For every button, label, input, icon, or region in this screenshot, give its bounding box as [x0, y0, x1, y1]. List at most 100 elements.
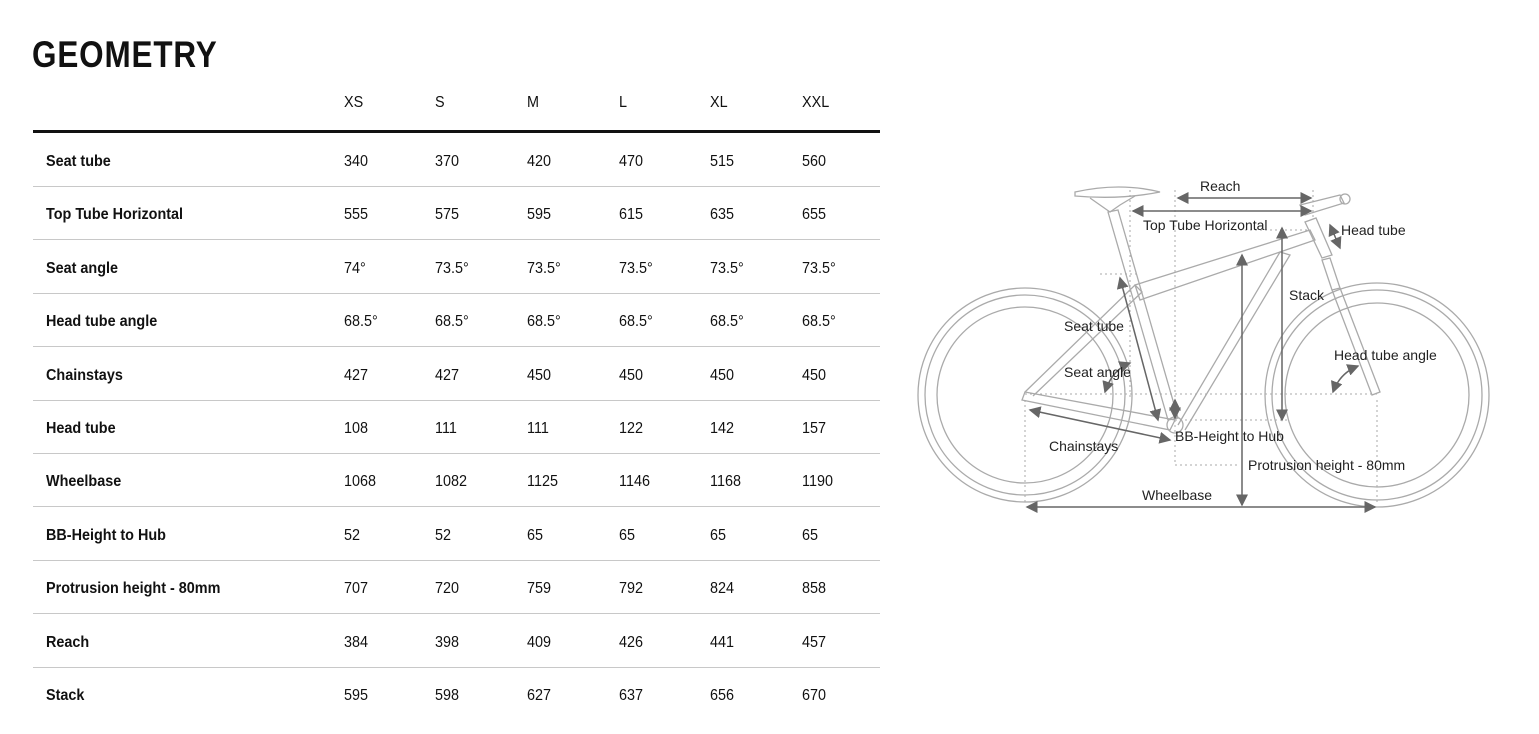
row-label: Top Tube Horizontal — [46, 206, 184, 224]
label-protrusion: Protrusion height - 80mm — [1248, 457, 1405, 473]
label-stack: Stack — [1289, 287, 1325, 303]
row-value: 1125 — [527, 473, 558, 491]
row-value: 824 — [710, 580, 735, 598]
row-label: Seat angle — [46, 259, 119, 277]
row-value: 370 — [435, 153, 460, 170]
row-value: 73.5° — [619, 259, 653, 277]
label-top-tube: Top Tube Horizontal — [1143, 217, 1268, 233]
row-value: 65 — [710, 526, 727, 544]
label-wheelbase: Wheelbase — [1142, 487, 1212, 503]
row-label: Head tube angle — [46, 313, 158, 331]
row-value: 450 — [710, 366, 735, 384]
row-value: 670 — [802, 687, 827, 704]
row-value: 1146 — [619, 473, 650, 491]
row-value: 560 — [802, 153, 827, 170]
row-value: 470 — [619, 153, 644, 170]
row-value: 457 — [802, 633, 827, 651]
row-value: 441 — [710, 633, 735, 651]
row-value: 68.5° — [710, 313, 744, 331]
row-value: 427 — [435, 366, 460, 384]
row-value: 398 — [435, 633, 460, 651]
row-value: 108 — [344, 420, 369, 437]
row-value: 52 — [344, 526, 361, 544]
row-value: 420 — [527, 153, 552, 170]
row-value: 595 — [344, 687, 369, 704]
row-value: 450 — [619, 366, 644, 384]
row-value: 707 — [344, 580, 369, 598]
label-head-tube: Head tube — [1341, 222, 1406, 238]
row-label: Protrusion height - 80mm — [46, 580, 221, 598]
row-value: 122 — [619, 420, 644, 437]
row-value: 68.5° — [344, 313, 378, 331]
row-value: 635 — [710, 206, 735, 224]
row-value: 73.5° — [710, 259, 744, 277]
row-value: 555 — [344, 206, 369, 224]
row-value: 656 — [710, 687, 735, 704]
row-value: 858 — [802, 580, 827, 598]
row-value: 111 — [435, 420, 457, 437]
row-value: 792 — [619, 580, 644, 598]
row-value: 74° — [344, 259, 366, 277]
row-value: 73.5° — [527, 259, 561, 277]
table-row: Head tube angle 68.5° 68.5° 68.5° 68.5° 68.5°… — [33, 293, 880, 348]
table-row: Wheelbase 1068 1082 1125 1146 1168 1190 — [33, 453, 880, 508]
label-chainstays: Chainstays — [1049, 438, 1118, 454]
table-row: Reach 384 398 409 426 441 457 — [33, 614, 880, 668]
table-row: Chainstays 427 427 450 450 450 450 — [33, 347, 880, 401]
table-row: Top Tube Horizontal 555 575 595 615 635 655 — [33, 186, 880, 241]
row-value: 384 — [344, 633, 369, 651]
row-value: 720 — [435, 580, 460, 598]
label-bb-height: BB-Height to Hub — [1175, 428, 1284, 444]
size-header: M — [527, 94, 539, 111]
size-header: XXL — [802, 94, 830, 111]
label-head-tube-angle: Head tube angle — [1334, 347, 1437, 363]
row-value: 426 — [619, 633, 644, 651]
row-value: 409 — [527, 633, 552, 651]
row-value: 1082 — [435, 473, 468, 491]
row-label: Wheelbase — [46, 473, 122, 491]
row-value: 52 — [435, 526, 452, 544]
row-label: Head tube — [46, 420, 116, 437]
size-header: S — [435, 94, 445, 111]
row-label: BB-Height to Hub — [46, 526, 166, 544]
label-seat-tube: Seat tube — [1064, 318, 1124, 334]
row-value: 65 — [527, 526, 544, 544]
label-reach: Reach — [1200, 178, 1240, 194]
row-value: 655 — [802, 206, 827, 224]
row-value: 68.5° — [619, 313, 653, 331]
row-label: Reach — [46, 633, 90, 651]
table-row: Seat tube 340 370 420 470 515 560 — [33, 133, 880, 187]
table-row: Seat angle 74° 73.5° 73.5° 73.5° 73.5° 73.5° — [33, 240, 880, 294]
row-value: 759 — [527, 580, 552, 598]
row-value: 598 — [435, 687, 460, 704]
page-title: GEOMETRY — [32, 34, 218, 75]
row-value: 65 — [802, 526, 819, 544]
row-value: 340 — [344, 153, 369, 170]
table-row: BB-Height to Hub 52 52 65 65 65 65 — [33, 507, 880, 561]
row-value: 73.5° — [435, 259, 469, 277]
row-value: 73.5° — [802, 259, 836, 277]
row-label: Stack — [46, 687, 85, 704]
size-header: XL — [710, 94, 728, 111]
row-value: 68.5° — [527, 313, 561, 331]
row-value: 595 — [527, 206, 552, 224]
row-value: 450 — [802, 366, 827, 384]
row-label: Seat tube — [46, 153, 111, 170]
row-value: 65 — [619, 526, 636, 544]
row-value: 515 — [710, 153, 735, 170]
row-value: 1168 — [710, 473, 741, 491]
row-value: 427 — [344, 366, 369, 384]
row-value: 68.5° — [802, 313, 836, 331]
row-value: 627 — [527, 687, 552, 704]
table-header: XS S M L XL XXL — [33, 94, 880, 133]
row-label: Chainstays — [46, 366, 123, 384]
row-value: 637 — [619, 687, 644, 704]
table-row: Stack 595 598 627 637 656 670 — [33, 667, 880, 720]
dimension-arrows — [1025, 192, 1377, 513]
size-header: XS — [344, 94, 364, 111]
size-header: L — [619, 94, 628, 111]
row-value: 111 — [527, 420, 549, 437]
row-value: 1190 — [802, 473, 833, 491]
row-value: 1068 — [344, 473, 377, 491]
table-row: Protrusion height - 80mm 707 720 759 792 824 8… — [33, 560, 880, 615]
